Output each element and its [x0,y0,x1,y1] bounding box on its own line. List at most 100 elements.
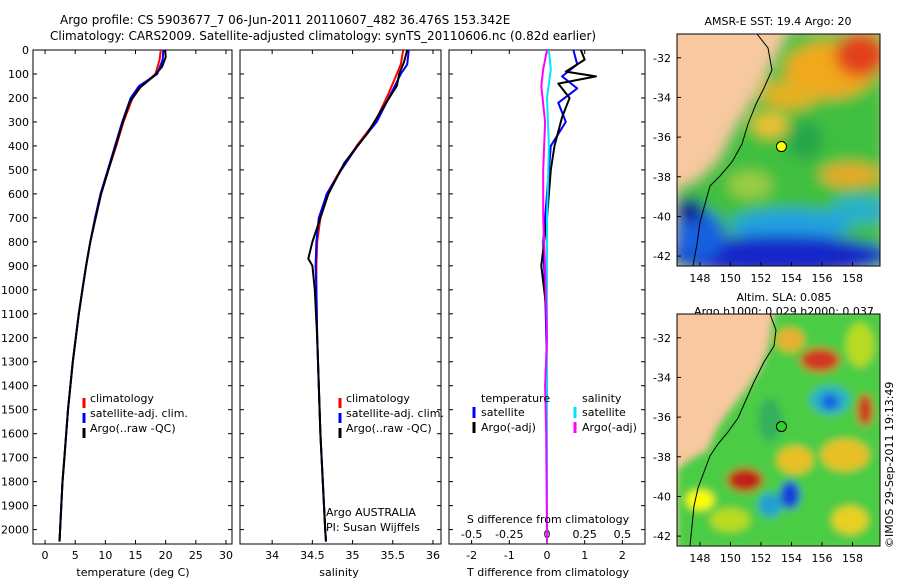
y-tick-label: 1100 [1,308,29,321]
legend-label-sal-satellite: satellite [582,406,626,419]
x-tick-label: -1 [504,549,515,562]
top-x-tick-label: 0.25 [572,528,597,541]
header-subtitle: Climatology: CARS2009. Satellite-adjuste… [50,29,596,43]
map-y-tick-label: -34 [653,371,671,384]
map-y-tick-label: -32 [653,52,671,65]
x-tick-label: 34 [265,549,279,562]
y-tick-label: 500 [8,164,29,177]
salinity-y-ticks [240,49,441,531]
x-tick-label: 0 [544,549,551,562]
x-tick-label: 34.5 [300,549,325,562]
salinity-axes [239,49,442,545]
series-line-salinity-argo-adj- [540,50,548,542]
temperature-xlabel: temperature (deg C) [76,566,189,579]
map-x-tick-label: 148 [689,272,710,285]
top-x-tick-label: 0.5 [614,528,632,541]
y-tick-label: 700 [8,212,29,225]
map-y-tick-label: -34 [653,91,671,104]
y-tick-label: 1300 [1,356,29,369]
sst-map-title: AMSR-E SST: 19.4 Argo: 20 [704,15,851,28]
y-tick-label: 1700 [1,452,29,465]
map-y-tick-label: -36 [653,131,671,144]
x-tick-label: 30 [219,549,233,562]
sla-map-title: Altim. SLA: 0.085 [736,291,831,304]
sla-map-frame [676,313,881,547]
legend-title-salinity: salinity [582,392,622,405]
y-tick-label: 2000 [1,524,29,537]
y-tick-label: 800 [8,236,29,249]
series-line-argo-raw-qc- [58,50,167,542]
map-x-tick-label: 158 [842,552,863,565]
map-x-tick-label: 156 [812,552,833,565]
legend-label-satellite: satellite-adj. clim. [90,407,188,420]
y-tick-label: 300 [8,116,29,129]
y-tick-label: 1400 [1,380,29,393]
salinity-xlabel: salinity [319,566,359,579]
series-line-salinity-satellite [546,50,552,542]
map-x-tick-label: 156 [812,272,833,285]
legend-label-climatology: climatology [90,392,154,405]
float-owner-label: Argo AUSTRALIA [326,506,416,519]
temperature-x-axis: 0 5 10 15 20 25 30 [42,50,233,562]
legend-label-satellite: satellite-adj. clim. [346,407,444,420]
map-x-tick-label: 152 [750,272,771,285]
y-tick-label: 1800 [1,476,29,489]
difference-panel: -2 -1 0 1 2-0.5 -0.25 0 0.25 0.5 S difference fr… [448,49,646,579]
legend-label-argo: Argo(..raw -QC) [90,422,176,435]
series-line-argo-raw-qc- [307,50,409,542]
map-x-tick-label: 150 [720,272,741,285]
sla-coastline [689,314,777,546]
map-y-tick-label: -32 [653,332,671,345]
map-x-tick-label: 150 [720,552,741,565]
difference-y-ticks [449,49,645,531]
map-x-tick-label: 158 [842,272,863,285]
legend-title-temperature: temperature [481,392,550,405]
float-pi-label: PI: Susan Wijffels [326,521,420,534]
temperature-axes [32,49,233,545]
x-tick-label: 5 [72,549,79,562]
legend-label-sal-argo: Argo(-adj) [582,421,637,434]
sst-coastline [692,34,773,266]
salinity-legend: climatology satellite-adj. clim. Argo(..… [338,392,444,438]
argo-position-marker [775,141,787,153]
temperature-legend: climatology satellite-adj. clim. Argo(..… [82,392,188,438]
x-tick-label: 20 [159,549,173,562]
y-tick-label: 1200 [1,332,29,345]
map-x-tick-label: 148 [689,552,710,565]
imos-timestamp: ©IMOS 29-Sep-2011 19:13:49 [883,382,896,548]
map-y-tick-label: -38 [653,171,671,184]
depth-axis: 0 100 200 300 400 500 600 700 800 900 1000 1100 1200… [1,44,232,537]
map-x-tick-label: 152 [750,552,771,565]
sla-map-ticks: 148 150 152 154 156 158 -32 -34 -36 -38 -40 -42 [653,332,863,565]
t-difference-xlabel: T difference from climatology [466,566,629,579]
map-y-tick-label: -38 [653,451,671,464]
legend-label-temp-argo: Argo(-adj) [481,421,536,434]
temperature-panel: 0100200300400500600700800900100011001200… [1,44,233,579]
sst-map-frame [676,33,881,267]
sla-map: Altim. SLA: 0.085 Argo h1000: 0.029 h200… [653,291,881,565]
y-tick-label: 1600 [1,428,29,441]
x-tick-label: 35 [346,549,360,562]
y-tick-label: 900 [8,260,29,273]
top-x-tick-label: -0.5 [461,528,482,541]
top-x-tick-label: -0.25 [495,528,523,541]
map-x-tick-label: 154 [781,552,802,565]
map-y-tick-label: -42 [653,530,671,543]
map-y-tick-label: -42 [653,250,671,263]
x-tick-label: 1 [581,549,588,562]
map-y-tick-label: -40 [653,210,671,223]
header-title: Argo profile: CS 5903677_7 06-Jun-2011 2… [60,13,510,27]
y-tick-label: 1900 [1,500,29,513]
y-tick-label: 1000 [1,284,29,297]
sst-map: AMSR-E SST: 19.4 Argo: 20 148 1 [653,15,881,285]
x-tick-label: -2 [466,549,477,562]
map-y-tick-label: -40 [653,490,671,503]
sst-map-ticks: 148 150 152 154 156 158 -32 -34 -36 -38 -40 -42 [653,52,863,285]
legend-label-temp-satellite: satellite [481,406,525,419]
y-tick-label: 200 [8,92,29,105]
y-tick-label: 400 [8,140,29,153]
y-tick-label: 1500 [1,404,29,417]
y-tick-label: 0 [22,44,29,57]
x-tick-label: 0 [42,549,49,562]
